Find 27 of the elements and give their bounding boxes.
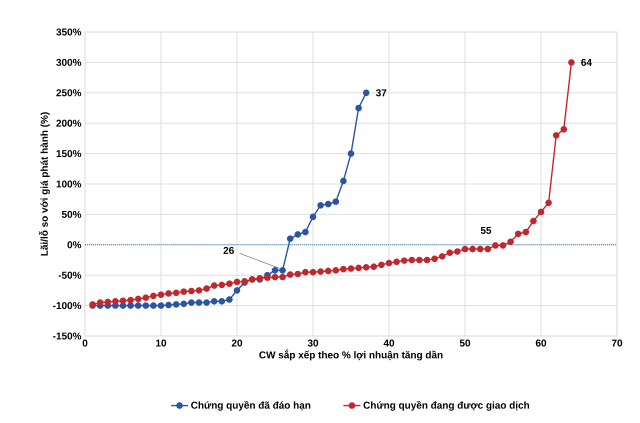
y-tick-label: 300% <box>56 58 82 66</box>
y-tick-label: -150% <box>53 332 82 340</box>
y-tick-label: 250% <box>56 89 82 96</box>
legend-label: Chứng quyền đang được giao dịch <box>364 400 530 411</box>
x-tick-label: 50 <box>460 340 470 347</box>
x-tick-label: 40 <box>384 340 394 347</box>
x-tick-label: 20 <box>232 340 242 347</box>
x-tick-label: 60 <box>536 340 546 347</box>
y-tick-label: 100% <box>56 180 82 188</box>
y-tick-label: -100% <box>53 302 82 310</box>
y-tick-label: 350% <box>56 28 82 36</box>
y-axis-title: Lãi/lỗ so với giá phát hành (%) <box>38 112 50 256</box>
x-axis-title: CW sắp xếp theo % lợi nhuận tăng dần <box>259 349 442 360</box>
annotation: 55 <box>480 226 492 234</box>
x-tick-label: 70 <box>612 340 622 347</box>
x-tick-label: 0 <box>82 340 88 347</box>
y-tick-label: 200% <box>56 120 82 127</box>
annotation: 37 <box>376 89 386 96</box>
y-tick-label: 150% <box>56 150 82 158</box>
annotation: 26 <box>224 246 234 254</box>
y-tick-label: -50% <box>58 272 82 279</box>
legend-label: Chứng quyền đã đáo hạn <box>191 400 310 411</box>
annotation: 64 <box>581 58 592 66</box>
y-tick-label: 0% <box>67 241 82 248</box>
x-tick-label: 30 <box>308 340 318 347</box>
x-tick-label: 10 <box>156 340 166 347</box>
y-tick-label: 50% <box>62 210 82 218</box>
